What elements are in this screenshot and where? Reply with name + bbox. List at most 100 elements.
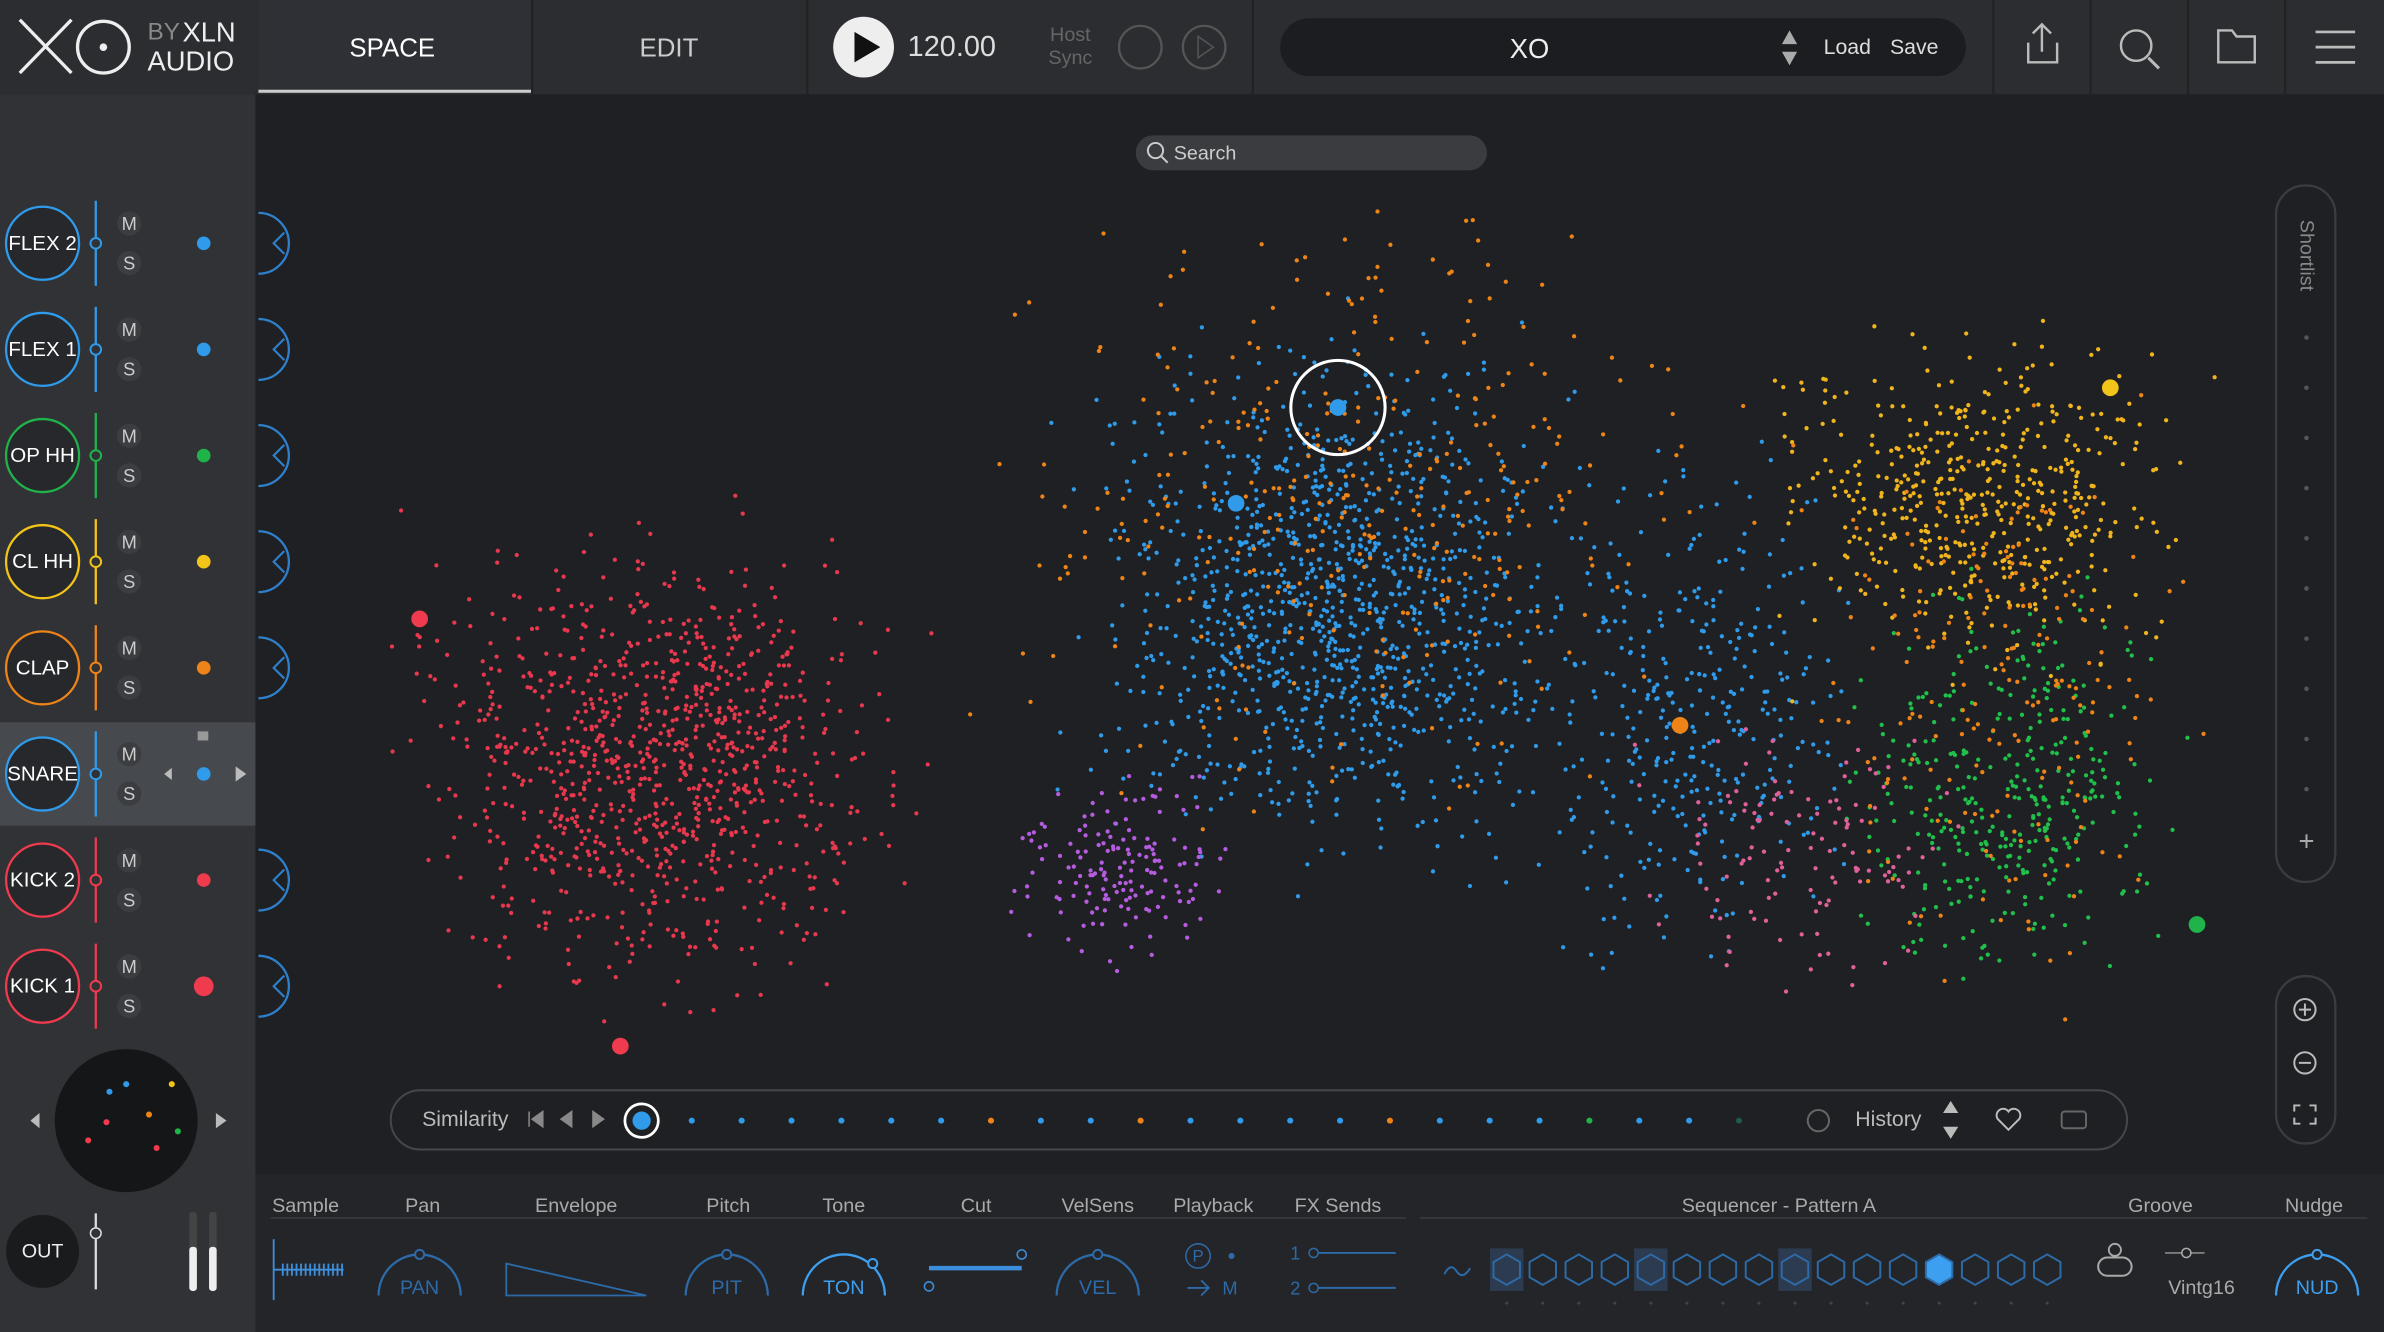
save-button[interactable]: Save — [1890, 35, 1938, 59]
mute-button[interactable]: M — [122, 213, 137, 234]
fullscreen-icon[interactable] — [2293, 1104, 2317, 1125]
transport-icon[interactable] — [1117, 24, 1163, 70]
sequencer-step[interactable] — [1960, 1253, 1990, 1287]
mute-button[interactable]: M — [122, 956, 137, 977]
solo-button[interactable]: S — [123, 359, 135, 380]
search-field[interactable] — [1135, 135, 1487, 171]
preset-arrows[interactable] — [1781, 30, 1798, 66]
zoom-icon[interactable] — [2293, 998, 2317, 1022]
track-name[interactable]: CL HH — [12, 550, 73, 573]
sequencer-step[interactable] — [1636, 1253, 1666, 1287]
similarity-dot[interactable] — [1436, 1117, 1443, 1124]
sequencer-step[interactable] — [1996, 1253, 2026, 1287]
shortlist-slot[interactable] — [2304, 485, 2309, 491]
playback-m[interactable]: M — [1222, 1277, 1237, 1298]
out-button[interactable] — [6, 1214, 80, 1288]
groove-name[interactable]: Vintg16 — [2168, 1277, 2235, 1299]
history-arrows[interactable] — [1943, 1100, 1959, 1139]
knob-label[interactable]: PIT — [711, 1277, 742, 1299]
sample-wave[interactable] — [272, 1239, 344, 1301]
knob-label[interactable]: TON — [823, 1277, 864, 1299]
sequencer-step[interactable] — [1852, 1253, 1882, 1287]
groove-icon[interactable] — [2097, 1256, 2133, 1277]
sequencer-step[interactable] — [1888, 1253, 1918, 1287]
similarity-dot[interactable] — [1536, 1117, 1543, 1124]
tab[interactable]: EDIT — [640, 35, 699, 63]
zoom-icon[interactable] — [2293, 1051, 2317, 1075]
track-volume-handle[interactable] — [89, 236, 103, 250]
selected-sample[interactable] — [1227, 494, 1245, 512]
mute-button[interactable]: M — [122, 638, 137, 659]
track-dot[interactable] — [196, 342, 211, 357]
similarity-dot[interactable] — [938, 1117, 945, 1124]
collapse-button[interactable] — [258, 211, 290, 275]
similarity-dot[interactable] — [987, 1117, 995, 1124]
track-volume-handle[interactable] — [89, 979, 103, 993]
similarity-nav[interactable] — [528, 1110, 605, 1129]
sequencer-step[interactable] — [1492, 1253, 1521, 1287]
load-button[interactable]: Load — [1824, 35, 1871, 59]
track-button[interactable] — [4, 736, 81, 812]
similarity-dot[interactable] — [1237, 1117, 1244, 1124]
mute-button[interactable]: M — [122, 425, 137, 446]
selected-sample[interactable] — [611, 1037, 629, 1055]
knob-arc[interactable] — [801, 1253, 887, 1296]
track-name[interactable]: KICK 2 — [10, 869, 75, 892]
sequencer-wave-icon[interactable] — [1443, 1266, 1472, 1277]
track-button[interactable] — [4, 524, 81, 600]
collapse-button[interactable] — [258, 530, 290, 594]
track-volume-handle[interactable] — [89, 449, 103, 462]
shortlist-slot[interactable] — [2304, 535, 2309, 541]
selected-sample[interactable] — [2101, 379, 2119, 397]
sequencer-step[interactable] — [1708, 1253, 1738, 1287]
solo-button[interactable]: S — [123, 889, 135, 910]
knob-label[interactable]: VEL — [1079, 1277, 1116, 1299]
track-button[interactable] — [4, 630, 81, 706]
similarity-dot[interactable] — [1037, 1117, 1044, 1124]
similarity-dot[interactable] — [1636, 1117, 1643, 1124]
collapse-button[interactable] — [258, 317, 290, 381]
sequencer-step[interactable] — [1564, 1253, 1594, 1287]
solo-button[interactable]: S — [123, 253, 135, 274]
playback-p[interactable]: P — [1193, 1246, 1204, 1265]
track-volume-handle[interactable] — [89, 555, 103, 569]
share-icon[interactable] — [2027, 22, 2059, 64]
sequencer-step[interactable] — [1780, 1253, 1810, 1287]
mute-button[interactable]: M — [122, 319, 137, 340]
track-name[interactable]: OP HH — [10, 444, 75, 467]
similarity-dot[interactable] — [888, 1117, 895, 1124]
solo-button[interactable]: S — [123, 465, 135, 486]
similarity-dot[interactable] — [738, 1117, 745, 1124]
history-icon[interactable] — [1806, 1109, 1831, 1133]
search-icon[interactable] — [2147, 56, 2161, 70]
collapse-button[interactable] — [258, 424, 290, 488]
knob-label[interactable]: PAN — [400, 1277, 439, 1299]
track-name[interactable]: SNARE — [7, 762, 78, 785]
similarity-current[interactable] — [623, 1102, 660, 1139]
shortlist-add[interactable]: + — [2298, 825, 2314, 856]
similarity-dot[interactable] — [688, 1117, 695, 1124]
track-volume-handle[interactable] — [89, 873, 103, 887]
selected-sample[interactable] — [1329, 399, 1347, 416]
transport-icon[interactable] — [1181, 24, 1227, 70]
mute-button[interactable]: M — [122, 850, 137, 871]
track-name[interactable]: KICK 1 — [10, 975, 75, 998]
track-dot[interactable] — [196, 448, 211, 463]
collapse-button[interactable] — [258, 954, 290, 1018]
shortlist-slot[interactable] — [2304, 786, 2309, 792]
track-name[interactable]: FLEX 1 — [8, 338, 76, 361]
shortlist-slot[interactable] — [2304, 335, 2309, 340]
selected-sample[interactable] — [1671, 716, 1689, 734]
similarity-dot[interactable] — [1486, 1117, 1493, 1124]
clear-icon[interactable] — [2060, 1110, 2087, 1130]
shortlist-slot[interactable] — [2304, 736, 2309, 742]
track-button[interactable] — [4, 948, 81, 1024]
mute-button[interactable]: M — [122, 744, 137, 765]
track-dot[interactable] — [196, 873, 211, 887]
selected-sample[interactable] — [411, 610, 428, 628]
history-label[interactable]: History — [1855, 1107, 1922, 1131]
playback-p-ring[interactable] — [1185, 1243, 1212, 1269]
track-volume-handle[interactable] — [89, 767, 103, 781]
similarity-dot[interactable] — [1087, 1117, 1094, 1124]
shortlist-slot[interactable] — [2304, 435, 2309, 441]
